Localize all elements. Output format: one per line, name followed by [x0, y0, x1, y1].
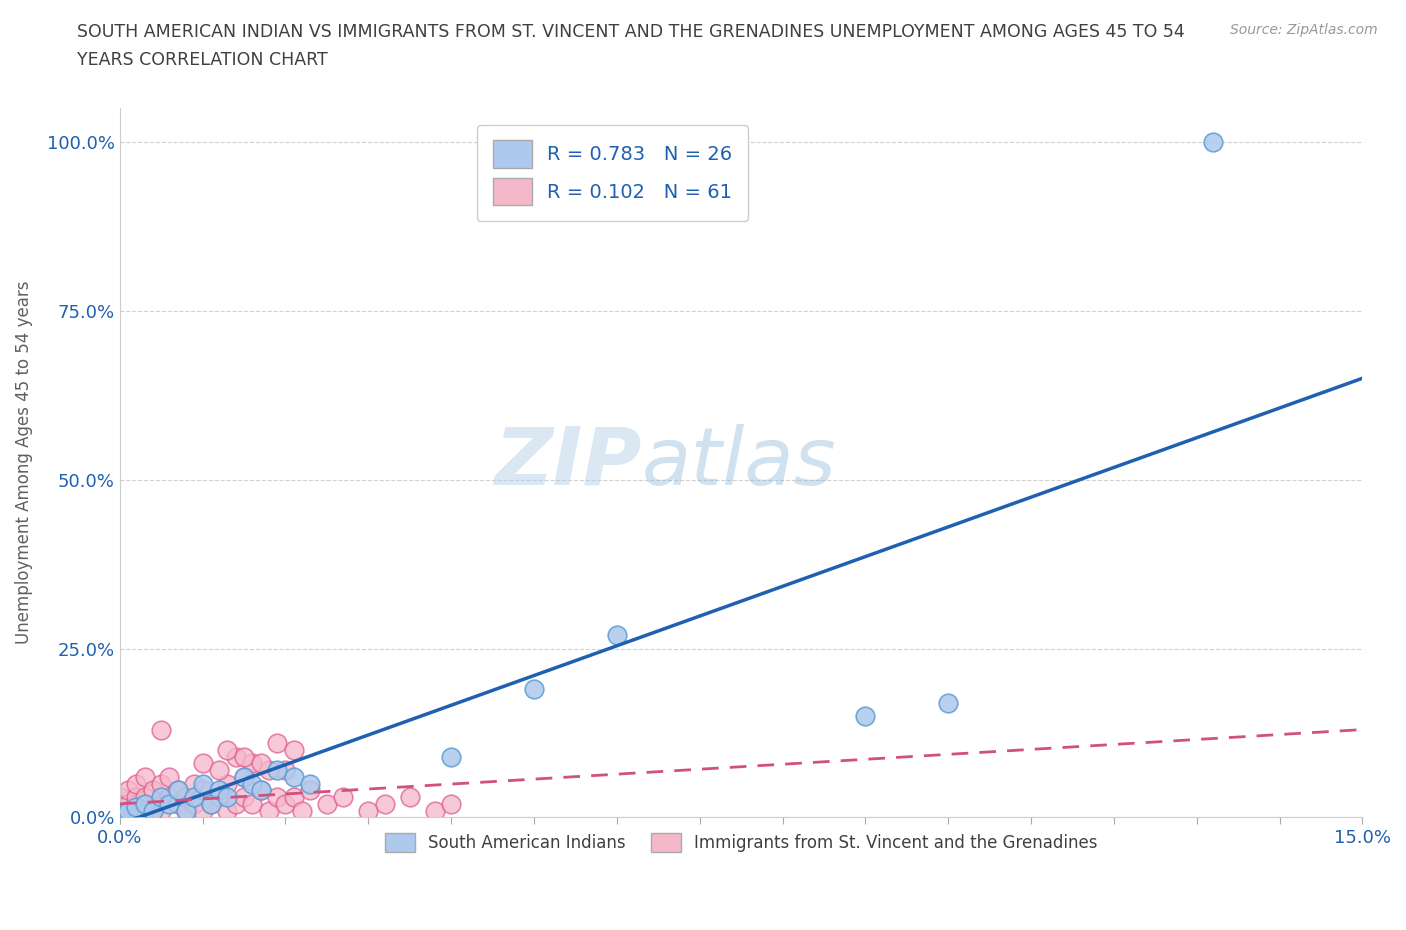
Point: [125, 777, 148, 791]
Text: SOUTH AMERICAN INDIAN VS IMMIGRANTS FROM ST. VINCENT AND THE GRENADINES UNEMPLOY: SOUTH AMERICAN INDIAN VS IMMIGRANTS FROM…: [77, 23, 1185, 41]
Point: [183, 777, 205, 791]
Text: YEARS CORRELATION CHART: YEARS CORRELATION CHART: [77, 51, 328, 69]
Point: [233, 769, 256, 784]
Point: [523, 682, 546, 697]
Point: [225, 796, 247, 811]
Point: [183, 790, 205, 804]
Point: [174, 804, 197, 818]
Point: [266, 790, 288, 804]
Point: [257, 763, 280, 777]
Point: [150, 804, 173, 818]
Point: [357, 804, 380, 818]
Point: [191, 804, 214, 818]
Legend: South American Indians, Immigrants from St. Vincent and the Grenadines: South American Indians, Immigrants from …: [378, 826, 1104, 858]
Point: [200, 796, 222, 811]
Point: [183, 796, 205, 811]
Point: [166, 796, 188, 811]
Point: [257, 804, 280, 818]
Point: [274, 796, 297, 811]
Point: [125, 800, 148, 815]
Point: [440, 750, 463, 764]
Point: [142, 804, 165, 818]
Text: ZIP: ZIP: [495, 424, 641, 501]
Point: [166, 783, 188, 798]
Point: [150, 777, 173, 791]
Point: [936, 695, 959, 710]
Point: [191, 777, 214, 791]
Point: [217, 804, 239, 818]
Point: [134, 790, 156, 804]
Point: [240, 796, 263, 811]
Point: [174, 804, 197, 818]
Point: [606, 628, 628, 643]
Text: atlas: atlas: [641, 424, 837, 501]
Point: [217, 790, 239, 804]
Point: [108, 804, 131, 818]
Point: [299, 777, 322, 791]
Point: [440, 796, 463, 811]
Point: [855, 709, 877, 724]
Point: [117, 804, 139, 818]
Point: [134, 769, 156, 784]
Point: [134, 796, 156, 811]
Point: [225, 750, 247, 764]
Point: [398, 790, 420, 804]
Point: [299, 783, 322, 798]
Point: [233, 769, 256, 784]
Point: [191, 783, 214, 798]
Point: [217, 777, 239, 791]
Point: [117, 796, 139, 811]
Point: [159, 769, 181, 784]
Point: [108, 796, 131, 811]
Point: [200, 796, 222, 811]
Point: [423, 804, 446, 818]
Point: [283, 742, 305, 757]
Point: [125, 790, 148, 804]
Point: [125, 796, 148, 811]
Point: [150, 722, 173, 737]
Point: [266, 736, 288, 751]
Point: [1202, 134, 1225, 149]
Y-axis label: Unemployment Among Ages 45 to 54 years: Unemployment Among Ages 45 to 54 years: [15, 281, 32, 644]
Point: [374, 796, 396, 811]
Point: [217, 742, 239, 757]
Point: [233, 790, 256, 804]
Point: [208, 763, 231, 777]
Point: [117, 804, 139, 818]
Point: [159, 796, 181, 811]
Point: [332, 790, 354, 804]
Point: [291, 804, 314, 818]
Point: [315, 796, 337, 811]
Point: [142, 804, 165, 818]
Point: [159, 790, 181, 804]
Point: [249, 783, 271, 798]
Point: [150, 796, 173, 811]
Point: [274, 763, 297, 777]
Point: [166, 783, 188, 798]
Point: [266, 763, 288, 777]
Point: [283, 769, 305, 784]
Point: [249, 756, 271, 771]
Point: [283, 790, 305, 804]
Point: [134, 796, 156, 811]
Point: [108, 790, 131, 804]
Point: [108, 806, 131, 821]
Point: [117, 783, 139, 798]
Point: [240, 777, 263, 791]
Point: [142, 783, 165, 798]
Text: Source: ZipAtlas.com: Source: ZipAtlas.com: [1230, 23, 1378, 37]
Point: [249, 783, 271, 798]
Point: [174, 790, 197, 804]
Point: [240, 756, 263, 771]
Point: [233, 750, 256, 764]
Point: [191, 756, 214, 771]
Point: [208, 790, 231, 804]
Point: [208, 783, 231, 798]
Point: [150, 790, 173, 804]
